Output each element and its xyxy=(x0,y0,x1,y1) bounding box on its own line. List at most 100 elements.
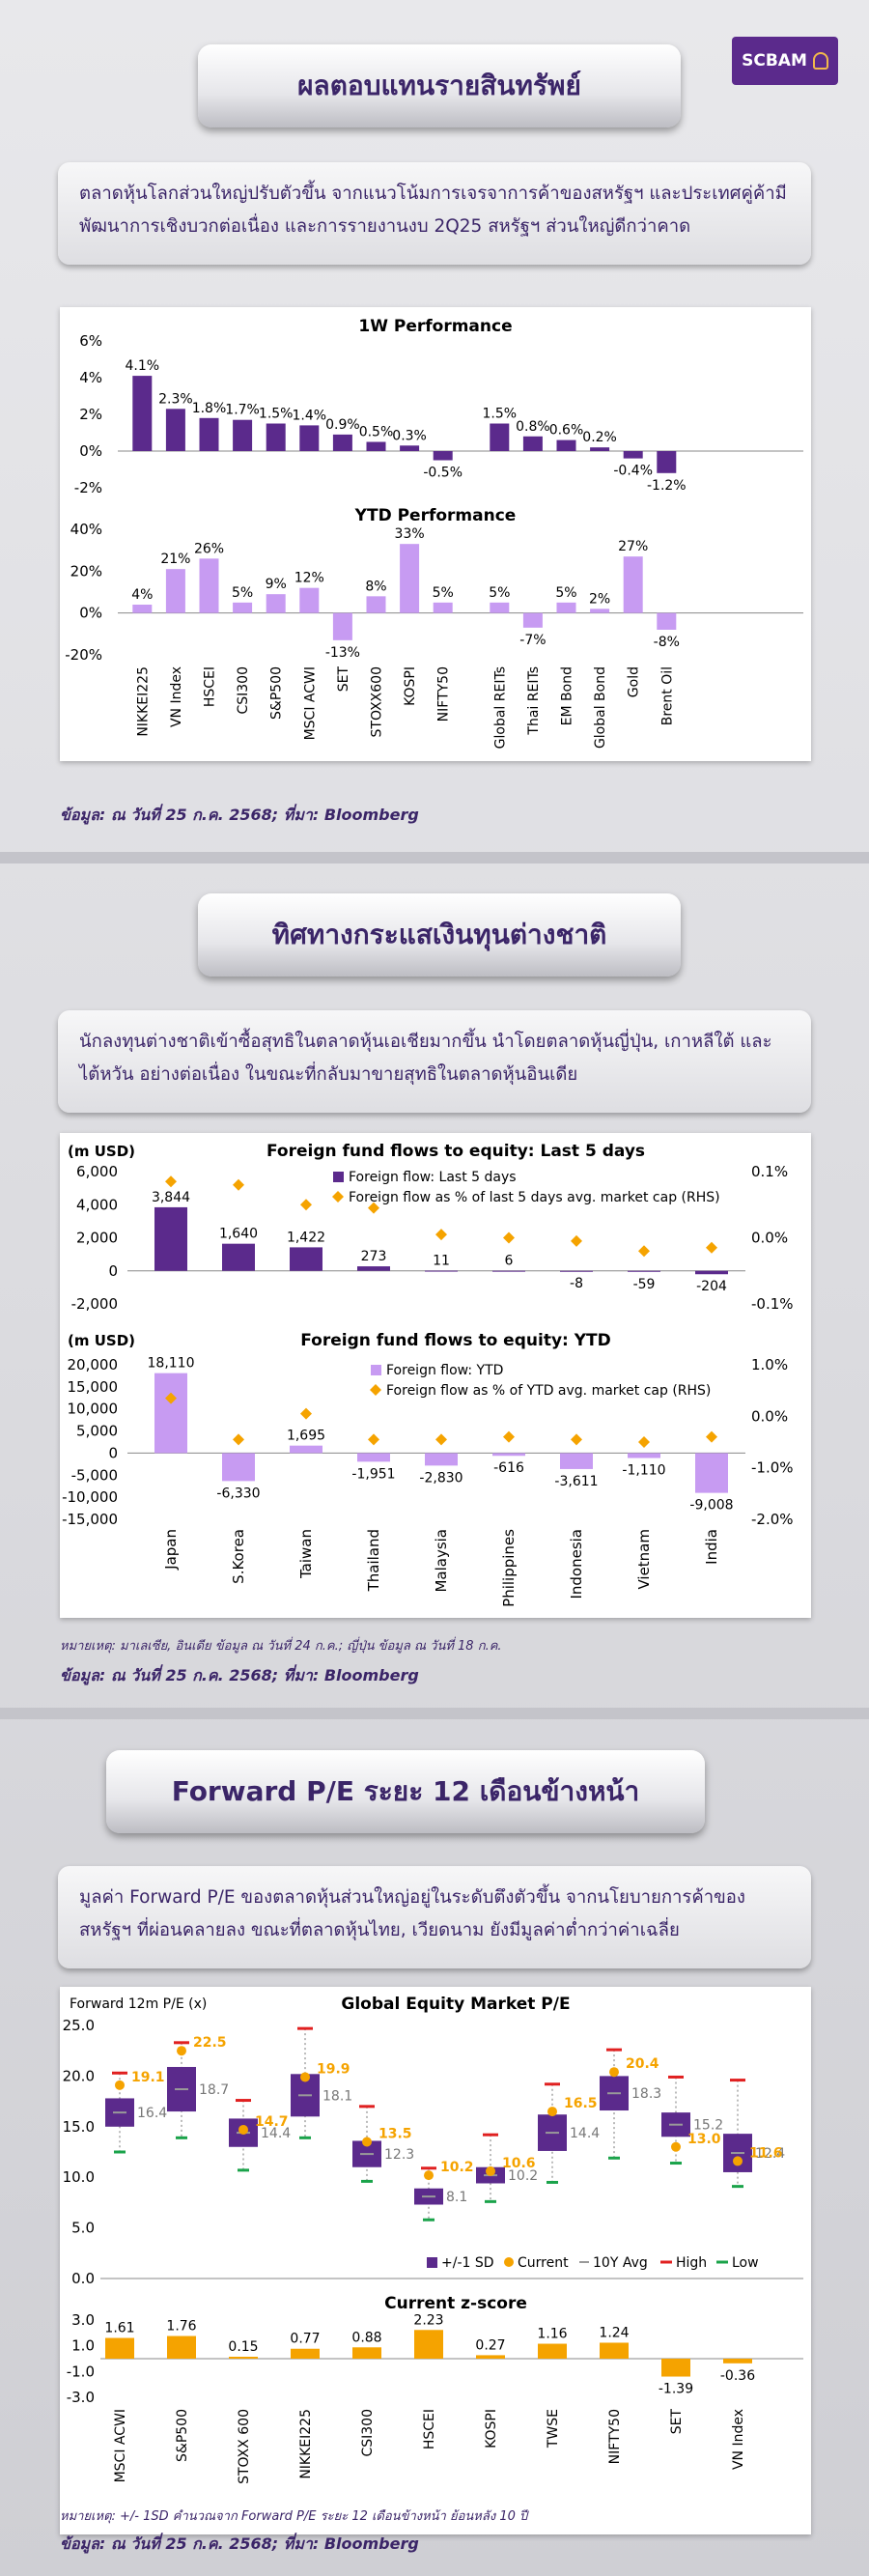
flow-ytd-bar xyxy=(628,1453,660,1458)
zscore-data-label: 0.15 xyxy=(228,2339,258,2355)
pe-current-marker xyxy=(300,2072,310,2082)
zscore-y-tick: -1.0 xyxy=(67,2363,95,2380)
flow-ytd-data-label: -3,611 xyxy=(554,1474,598,1489)
pe-legend-swatch xyxy=(427,2257,437,2268)
ytd-bar xyxy=(522,612,543,628)
pe-current-label: 10.2 xyxy=(440,2160,474,2175)
flow-5d-data-label: 3,844 xyxy=(152,1190,190,1205)
flow-ytd-bar xyxy=(290,1445,322,1454)
ytd-bar xyxy=(490,602,510,613)
section1-title: ผลตอบแทนรายสินทรัพย์ xyxy=(198,44,681,127)
weekly-data-label: 1.7% xyxy=(225,403,260,418)
pe-avg-label: 14.4 xyxy=(570,2126,600,2141)
weekly-data-label: 4.1% xyxy=(126,358,160,374)
pe-avg-label: 18.1 xyxy=(322,2088,352,2104)
flow-ytd-rhs-point xyxy=(233,1433,244,1446)
ytd-data-label: 33% xyxy=(395,526,425,542)
weekly-y-tick: 6% xyxy=(79,332,102,350)
flow-5d-data-label: 11 xyxy=(433,1254,450,1269)
brand-logo: SCBAM xyxy=(732,37,838,85)
flow-5d-rhs-point xyxy=(165,1175,177,1188)
flow-ytd-rhs-point xyxy=(638,1436,650,1448)
flow-ytd-y-tick: 5,000 xyxy=(76,1423,118,1440)
ytd-bar xyxy=(623,556,643,613)
ytd-data-label: -13% xyxy=(325,645,360,661)
pe-avg-label: 18.3 xyxy=(631,2086,661,2102)
flow-5d-legend-label: Foreign flow: Last 5 days xyxy=(349,1170,517,1185)
flow-ytd-rhs-point xyxy=(300,1407,312,1420)
category-label: S&P500 xyxy=(269,666,285,720)
flow-ytd-data-label: -2,830 xyxy=(419,1470,463,1486)
ytd-data-label: 12% xyxy=(294,571,324,586)
flow-ytd-y-tick: 10,000 xyxy=(68,1401,119,1418)
flow-ytd-y-tick: -15,000 xyxy=(62,1511,118,1528)
zscore-bar xyxy=(291,2348,320,2359)
flow-5d-data-label: -8 xyxy=(570,1276,583,1291)
zscore-data-label: 2.23 xyxy=(413,2312,443,2328)
section1-source: ข้อมูล: ณ วันที่ 25 ก.ค. 2568; ที่มา: Bl… xyxy=(60,806,419,824)
pe-avg-label: 18.7 xyxy=(199,2082,229,2098)
flow-ytd-rhs-point xyxy=(435,1433,447,1446)
zscore-bar xyxy=(229,2357,258,2359)
logo-text: SCBAM xyxy=(742,51,807,71)
flow-ytd-data-label: -9,008 xyxy=(689,1498,733,1514)
weekly-data-label: -1.2% xyxy=(647,478,687,494)
zscore-bar xyxy=(167,2335,196,2359)
ytd-y-tick: 20% xyxy=(70,562,102,580)
category-label: NIKKEI225 xyxy=(135,666,151,737)
pe-avg-label: 8.1 xyxy=(446,2190,467,2205)
market-label: S&P500 xyxy=(175,2409,190,2462)
flow-ytd-y2-tick: 1.0% xyxy=(751,1356,788,1373)
pe-legend-label: High xyxy=(676,2255,707,2271)
flow-5d-rhs-point xyxy=(503,1231,515,1244)
flow-ytd-bar xyxy=(222,1453,255,1482)
weekly-data-label: 2.3% xyxy=(158,391,193,407)
flow-ytd-data-label: -1,951 xyxy=(351,1466,395,1482)
ytd-bar xyxy=(657,612,677,630)
ytd-bar xyxy=(400,544,420,613)
weekly-data-label: 1.5% xyxy=(483,407,518,422)
zscore-bar xyxy=(352,2347,381,2359)
country-label: Vietnam xyxy=(635,1529,653,1590)
flow-ytd-y-tick: -10,000 xyxy=(62,1488,118,1506)
pe-current-marker xyxy=(424,2170,434,2181)
category-label: HSCEI xyxy=(203,666,218,707)
category-label: CSI300 xyxy=(236,666,251,715)
flow-5d-rhs-point xyxy=(368,1202,379,1214)
pe-current-marker xyxy=(733,2156,743,2166)
flow-5d-chart-title: Foreign fund flows to equity: Last 5 day… xyxy=(266,1142,645,1161)
pe-current-label: 14.7 xyxy=(255,2114,289,2130)
flow-ytd-y-axis-label: (m USD) xyxy=(68,1332,135,1349)
pe-avg-label: 12.4 xyxy=(755,2146,785,2162)
weekly-bar xyxy=(400,445,420,451)
pe-y-tick: 20.0 xyxy=(63,2067,95,2084)
flow-5d-bar xyxy=(560,1270,593,1272)
flow-5d-legend-diamond xyxy=(332,1191,344,1203)
pe-chart-title: Global Equity Market P/E xyxy=(341,1995,570,2014)
flow-5d-rhs-point xyxy=(571,1234,582,1247)
ytd-bar xyxy=(556,602,576,613)
pe-current-label: 16.5 xyxy=(564,2096,598,2111)
flow-5d-bar xyxy=(290,1247,322,1271)
category-label: Brent Oil xyxy=(659,666,675,725)
ytd-bar xyxy=(165,569,185,613)
pe-current-label: 10.6 xyxy=(502,2156,536,2171)
ytd-bar xyxy=(299,587,320,613)
flow-5d-y2-tick: -0.1% xyxy=(751,1295,794,1313)
ytd-data-label: 21% xyxy=(160,552,190,567)
section2-source: ข้อมูล: ณ วันที่ 25 ก.ค. 2568; ที่มา: Bl… xyxy=(60,1666,419,1684)
weekly-data-label: 1.8% xyxy=(192,401,227,416)
category-label: EM Bond xyxy=(560,666,575,725)
pe-legend-label: Low xyxy=(732,2255,759,2271)
flow-5d-bar xyxy=(154,1206,187,1271)
section3-description: มูลค่า Forward P/E ของตลาดหุ้นส่วนใหญ่อย… xyxy=(58,1866,811,1968)
zscore-y-tick: 3.0 xyxy=(71,2311,95,2329)
weekly-bar xyxy=(132,376,153,451)
flow-ytd-y2-tick: -1.0% xyxy=(751,1459,794,1477)
weekly-data-label: 0.3% xyxy=(392,428,427,443)
flow-5d-rhs-point xyxy=(300,1199,312,1211)
zscore-data-label: -1.39 xyxy=(659,2382,693,2397)
pe-avg-label: 14.4 xyxy=(261,2126,291,2141)
flow-ytd-rhs-point xyxy=(706,1430,717,1443)
category-label: Global REITs xyxy=(492,666,508,749)
